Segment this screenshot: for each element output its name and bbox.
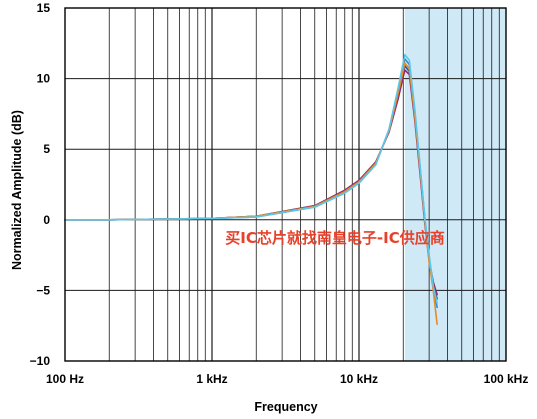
series-line-1 xyxy=(64,65,438,300)
y-tick-label: −10 xyxy=(30,354,51,368)
x-tick-labels: 100 Hz 1 kHz 10 kHz 100 kHz xyxy=(46,372,528,386)
x-tick-label: 100 kHz xyxy=(484,372,529,386)
y-tick-label: 0 xyxy=(43,213,50,227)
series-line-4 xyxy=(64,62,438,326)
series-layer xyxy=(64,53,438,326)
x-tick-label: 1 kHz xyxy=(196,372,227,386)
series-line-2 xyxy=(64,58,438,309)
y-tick-label: 10 xyxy=(37,72,51,86)
y-tick-label: −5 xyxy=(36,283,50,297)
y-tick-label: 15 xyxy=(37,1,51,15)
y-tick-labels: −10 −5 0 5 10 15 xyxy=(30,1,51,368)
plot-frame-layer xyxy=(64,7,507,362)
series-line-5 xyxy=(64,53,438,304)
x-axis-title: Frequency xyxy=(254,400,317,414)
series-line-3 xyxy=(64,69,438,296)
grid-layer xyxy=(65,8,506,361)
watermark-text: 买IC芯片就找南皇电子-IC供应商 xyxy=(225,229,444,247)
y-tick-label: 5 xyxy=(43,142,50,156)
plot-frame xyxy=(64,7,507,362)
highlight-band xyxy=(404,8,506,361)
x-tick-label: 100 Hz xyxy=(46,372,84,386)
y-axis-title: Normalized Amplitude (dB) xyxy=(10,110,24,270)
highlight-band-layer xyxy=(404,8,506,361)
x-tick-label: 10 kHz xyxy=(340,372,378,386)
